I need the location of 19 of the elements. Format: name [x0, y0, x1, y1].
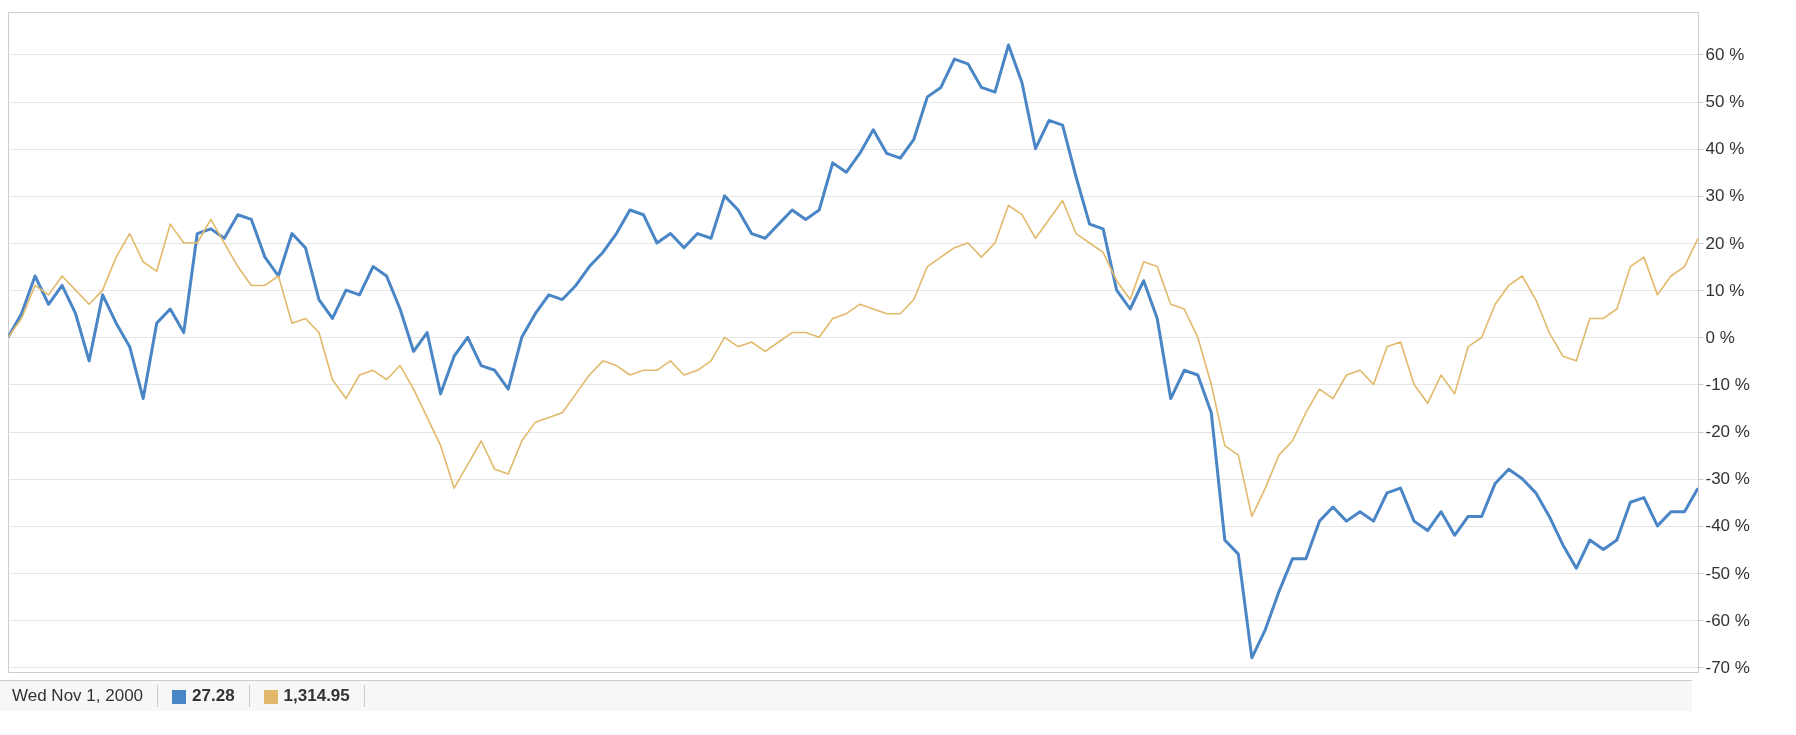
- text: 1,314.95: [283, 686, 350, 705]
- y-tick-label: -30 %: [1705, 469, 1750, 489]
- y-tick-label: -50 %: [1705, 563, 1750, 583]
- y-tick-label: 30 %: [1705, 186, 1745, 206]
- y-tick-label: 40 %: [1705, 139, 1745, 159]
- y-tick-label: 60 %: [1705, 44, 1745, 64]
- text: 27.28: [192, 686, 235, 705]
- text: Wed Nov 1, 2000: [12, 686, 144, 706]
- y-tick-label: -40 %: [1705, 516, 1750, 536]
- y-tick-label: 20 %: [1705, 233, 1745, 253]
- line-series: [8, 43, 1698, 660]
- y-tick-label: -60 %: [1705, 610, 1750, 630]
- y-tick-label: -70 %: [1705, 657, 1750, 677]
- y-tick-label: 10 %: [1705, 280, 1745, 300]
- y-tick-label: -10 %: [1705, 374, 1750, 394]
- y-tick-label: 50 %: [1705, 92, 1745, 112]
- line-series: [8, 199, 1698, 518]
- y-tick-label: 0 %: [1705, 327, 1735, 347]
- y-tick-label: -20 %: [1705, 422, 1750, 442]
